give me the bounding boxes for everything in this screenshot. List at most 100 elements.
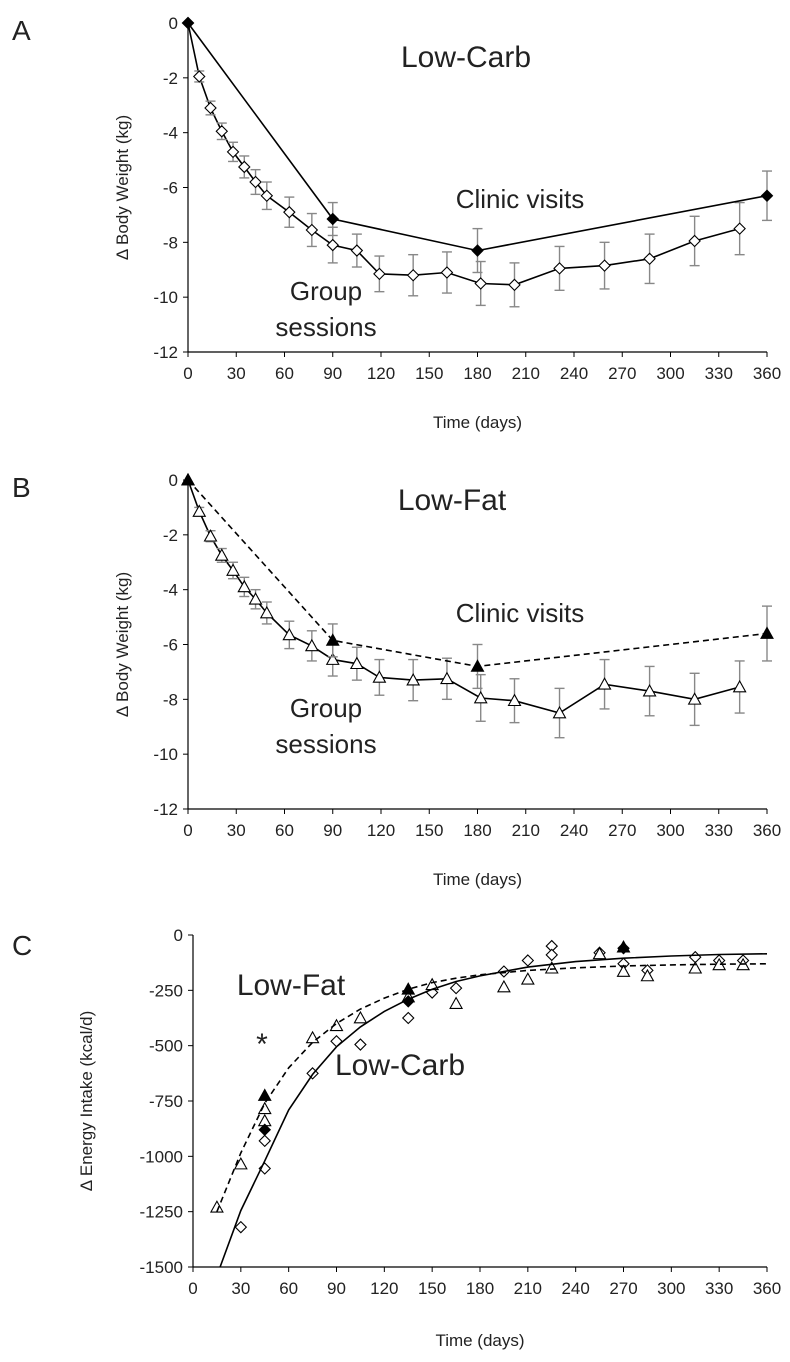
data-point-diamond — [260, 189, 274, 203]
y-tick-label: -750 — [149, 1092, 183, 1111]
annotation-line: Group — [290, 693, 362, 723]
x-tick-label: 0 — [183, 364, 192, 383]
panel-letter: A — [12, 15, 31, 46]
series-1 — [181, 16, 774, 274]
y-tick-label: -10 — [153, 288, 178, 307]
data-point-triangle — [349, 656, 364, 670]
data-point-diamond — [192, 70, 206, 83]
y-tick-label: -1250 — [140, 1203, 183, 1222]
series-0 — [181, 16, 746, 308]
x-tick-label: 180 — [463, 364, 491, 383]
data-point-triangle — [282, 627, 297, 641]
data-point-diamond — [283, 205, 296, 219]
y-tick-label: -250 — [149, 981, 183, 1000]
data-point-triangle — [353, 1010, 368, 1024]
data-point-triangle — [181, 472, 195, 486]
data-point-triangle — [760, 626, 774, 639]
data-point-triangle — [440, 671, 454, 685]
x-tick-label: 90 — [323, 821, 342, 840]
annotation-line: Group — [290, 276, 362, 306]
data-point-triangle — [616, 940, 631, 953]
y-tick-label: -8 — [163, 233, 178, 252]
y-tick-label: -2 — [163, 69, 178, 88]
data-point-diamond — [406, 268, 420, 282]
data-point-triangle — [473, 690, 488, 704]
x-axis-title: Time (days) — [435, 1331, 524, 1350]
data-point-diamond — [330, 1034, 343, 1048]
data-point-triangle — [257, 1088, 272, 1101]
x-tick-label: 180 — [466, 1279, 494, 1298]
data-point-triangle — [520, 972, 535, 985]
data-point-diamond — [326, 238, 340, 252]
data-point-triangle — [688, 961, 703, 974]
annotation: Low-Carb — [335, 1049, 465, 1082]
data-point-diamond — [760, 189, 774, 203]
x-tick-label: 150 — [415, 364, 443, 383]
data-point-diamond — [234, 1220, 248, 1234]
panel-letter: B — [12, 472, 31, 503]
x-tick-label: 60 — [279, 1279, 298, 1298]
data-point-triangle — [544, 961, 559, 974]
y-axis-title: Δ Body Weight (kg) — [113, 572, 132, 717]
data-point-diamond — [545, 948, 559, 962]
series-line — [187, 22, 740, 286]
data-point-triangle — [259, 605, 274, 619]
y-tick-label: -10 — [153, 745, 178, 764]
data-point-triangle — [687, 692, 702, 705]
data-point-diamond — [204, 101, 217, 115]
y-tick-label: -1000 — [140, 1147, 183, 1166]
x-tick-label: 90 — [323, 364, 342, 383]
x-tick-label: 120 — [370, 1279, 398, 1298]
data-point-diamond — [354, 1038, 367, 1051]
panel-title: Low-Fat — [398, 484, 507, 517]
x-tick-label: 240 — [560, 821, 588, 840]
x-axis-title: Time (days) — [433, 413, 522, 432]
data-point-triangle — [304, 638, 319, 652]
data-point-diamond — [553, 262, 566, 275]
x-tick-label: 270 — [609, 1279, 637, 1298]
y-tick-label: 0 — [169, 471, 178, 490]
y-axis-title: Δ Energy Intake (kcal/d) — [77, 1011, 96, 1192]
data-point-triangle — [597, 677, 612, 690]
panel-b: B 0 -2 -4 -6 -8 -10 -12 0 30 60 90 120 150 180 210 240 27… — [12, 471, 781, 889]
data-point-diamond — [401, 1011, 415, 1025]
data-point-triangle — [507, 693, 522, 707]
x-tick-label: 120 — [367, 364, 395, 383]
series-line — [187, 479, 740, 714]
x-tick-label: 330 — [705, 1279, 733, 1298]
x-tick-label: 360 — [753, 1279, 781, 1298]
data-point-triangle — [592, 946, 607, 960]
y-tick-label: -12 — [153, 343, 178, 362]
data-point-diamond — [471, 244, 484, 257]
x-tick-label: 270 — [608, 821, 636, 840]
data-point-diamond — [258, 1123, 272, 1137]
y-tick-label: -6 — [163, 636, 178, 655]
y-tick-label: 0 — [169, 14, 178, 33]
x-tick-label: 150 — [418, 1279, 446, 1298]
data-point-diamond — [181, 16, 195, 30]
annotation: Clinic visits — [456, 184, 585, 214]
data-point-diamond — [449, 981, 463, 995]
data-point-triangle — [372, 670, 387, 683]
x-tick-label: 60 — [275, 821, 294, 840]
annotation: Group sessions — [275, 693, 376, 759]
x-tick-label: 30 — [227, 364, 246, 383]
data-point-triangle — [209, 1200, 224, 1213]
data-point-diamond — [733, 222, 746, 235]
data-point-triangle — [470, 659, 485, 672]
data-point-diamond — [373, 267, 386, 281]
data-point-diamond — [350, 244, 364, 257]
annotation-line: sessions — [275, 729, 376, 759]
data-point-diamond — [215, 125, 229, 138]
data-point-diamond — [688, 950, 702, 964]
annotation-line: sessions — [275, 312, 376, 342]
data-point-triangle — [552, 705, 567, 719]
data-point-triangle — [237, 579, 252, 593]
y-tick-label: -2 — [163, 526, 178, 545]
x-tick-label: 210 — [512, 364, 540, 383]
annotation: Clinic visits — [456, 598, 585, 628]
panel-c: C 0 -250 -500 -750 -1000 -1250 -1500 0 30 60 90 120 1… — [12, 926, 781, 1350]
x-tick-label: 60 — [275, 364, 294, 383]
data-point-triangle — [325, 652, 340, 665]
data-point-diamond — [440, 266, 454, 279]
